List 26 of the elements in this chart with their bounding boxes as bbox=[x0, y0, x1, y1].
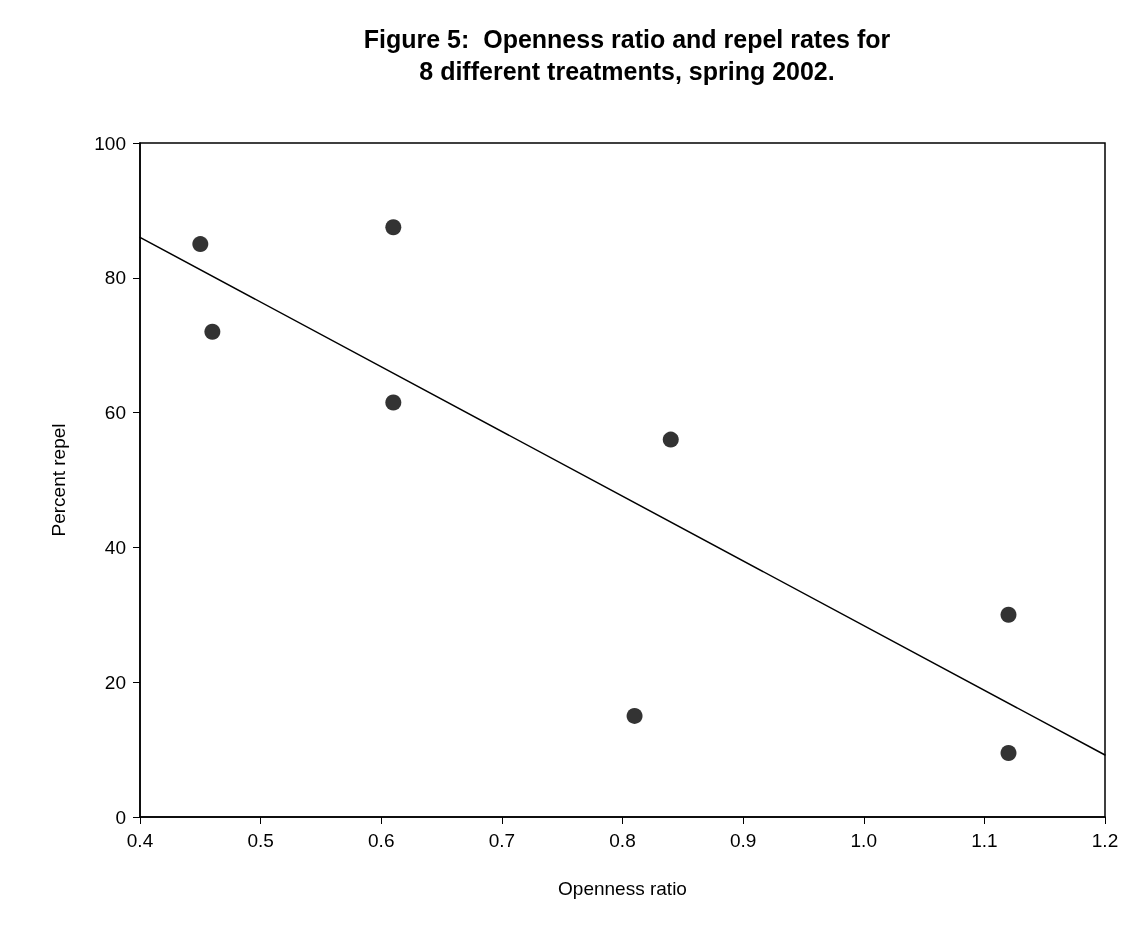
x-tick-label: 0.5 bbox=[247, 830, 274, 851]
x-tick-label: 1.1 bbox=[971, 830, 998, 851]
point bbox=[385, 394, 402, 411]
chart-title: Figure 5: Openness ratio and repel rates for 8 different treatments, spring 2002. bbox=[363, 25, 891, 85]
x-tick-label: 0.4 bbox=[126, 830, 154, 851]
point bbox=[204, 323, 221, 340]
x-tick-label: 0.7 bbox=[488, 830, 516, 851]
x-tick-label: 0.8 bbox=[609, 830, 636, 851]
y-tick-label: 40 bbox=[104, 536, 126, 558]
y-tick-label: 80 bbox=[104, 267, 126, 289]
point bbox=[662, 431, 679, 448]
x-tick-label: 0.6 bbox=[368, 830, 395, 851]
y-tick-label: 20 bbox=[104, 671, 126, 693]
point bbox=[1000, 606, 1017, 623]
point bbox=[1000, 744, 1017, 761]
x-tick-label: 1.0 bbox=[850, 830, 877, 851]
point bbox=[385, 219, 402, 236]
y-axis-title: Percent repel bbox=[48, 423, 69, 537]
x-axis-title: Openness ratio bbox=[558, 878, 687, 899]
point bbox=[192, 236, 209, 253]
y-tick-label: 0 bbox=[115, 806, 126, 828]
y-tick-label: 60 bbox=[104, 402, 126, 424]
x-tick-label: 0.9 bbox=[729, 830, 757, 851]
y-tick-label: 100 bbox=[94, 132, 126, 154]
point bbox=[626, 707, 643, 724]
x-tick-label: 1.2 bbox=[1091, 830, 1119, 851]
